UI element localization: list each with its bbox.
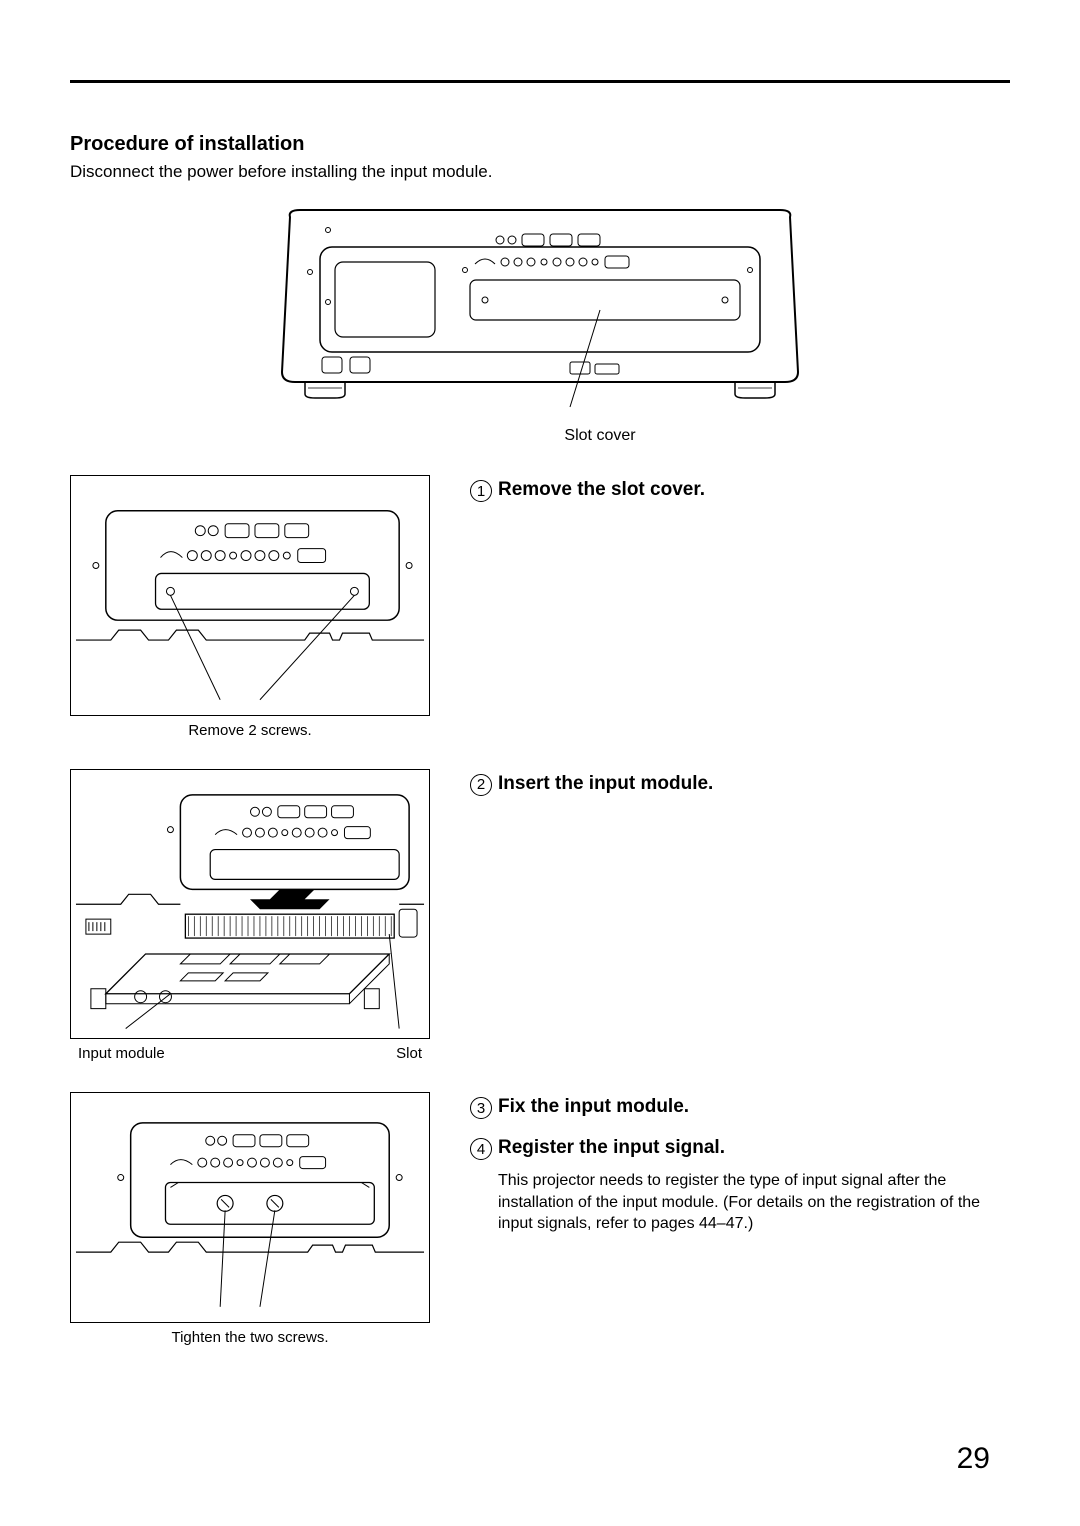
step4-body: This projector needs to register the typ… (470, 1170, 1010, 1235)
main-projector-diagram (260, 202, 820, 417)
step3-number-icon: 3 (470, 1097, 492, 1119)
step2-caption-left: Input module (78, 1045, 165, 1062)
step-row-2: Input module Slot 2 Insert the input mod… (70, 769, 1010, 1063)
step3-figure: Tighten the two screws. (70, 1092, 430, 1346)
step-row-1: Remove 2 screws. 1 Remove the slot cover… (70, 475, 1010, 739)
page-number: 29 (957, 1442, 990, 1476)
step1-title: Remove the slot cover. (498, 479, 705, 501)
step4-number-icon: 4 (470, 1138, 492, 1160)
step2-figure: Input module Slot (70, 769, 430, 1063)
step2-heading: 2 Insert the input module. (470, 773, 1010, 796)
intro-text: Disconnect the power before installing t… (70, 162, 1010, 182)
step1-number-icon: 1 (470, 480, 492, 502)
step4-title: Register the input signal. (498, 1137, 725, 1159)
step3-caption: Tighten the two screws. (70, 1329, 430, 1346)
step-row-3: Tighten the two screws. 3 Fix the input … (70, 1092, 1010, 1346)
step2-title: Insert the input module. (498, 773, 713, 795)
step1-figure: Remove 2 screws. (70, 475, 430, 739)
step3-heading: 3 Fix the input module. (470, 1096, 1010, 1119)
top-rule (70, 80, 1010, 83)
step4-heading: 4 Register the input signal. (470, 1137, 1010, 1160)
step3-title: Fix the input module. (498, 1096, 689, 1118)
step2-number-icon: 2 (470, 774, 492, 796)
step1-caption: Remove 2 screws. (70, 722, 430, 739)
step1-heading: 1 Remove the slot cover. (470, 479, 1010, 502)
slot-cover-label: Slot cover (70, 427, 1010, 445)
step2-caption-right: Slot (396, 1045, 422, 1062)
section-heading: Procedure of installation (70, 133, 1010, 156)
